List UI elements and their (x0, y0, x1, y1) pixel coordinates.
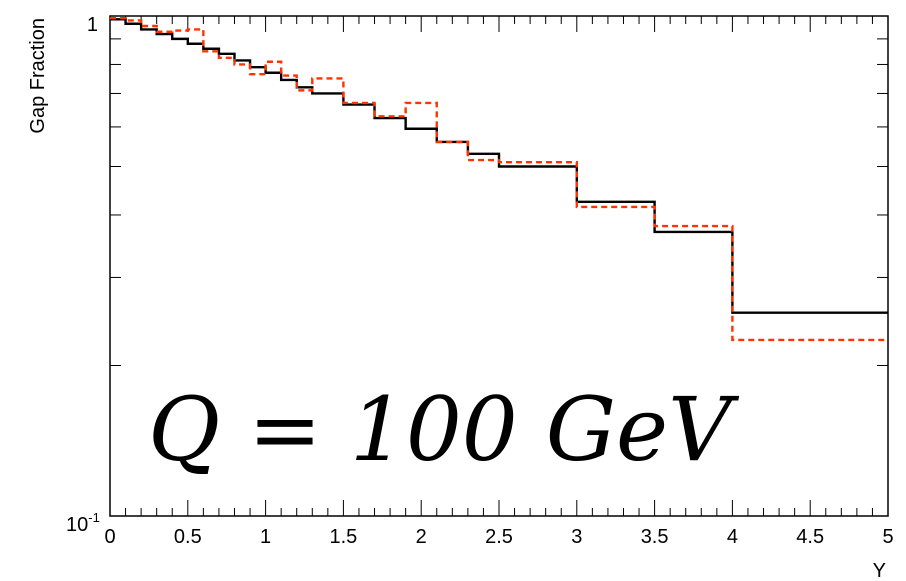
chart-annotation: Q = 100 GeV (148, 378, 740, 481)
x-tick-label: 0.5 (174, 526, 202, 548)
series-line-2 (110, 16, 888, 342)
y-axis-title: Gap Fraction (27, 18, 49, 134)
x-tick-label: 3 (571, 526, 582, 548)
x-tick-label: 1.5 (329, 526, 357, 548)
y-tick-label-bottom-base: 10 (66, 514, 88, 536)
x-tick-label: 4.5 (796, 526, 824, 548)
y-tick-label-bottom-exp: -1 (88, 510, 100, 525)
y-tick-label-top: 1 (87, 14, 98, 36)
x-tick-label: 3.5 (641, 526, 669, 548)
x-axis-title: Y (873, 560, 886, 581)
x-tick-label: 2.5 (485, 526, 513, 548)
x-tick-label: 5 (882, 526, 893, 548)
y-tick-label-bottom: 10-1 (66, 510, 100, 536)
x-tick-label: 0 (104, 526, 115, 548)
series-lines (110, 16, 888, 342)
x-tick-labels: 0 0.5 1 1.5 2 2.5 3 3.5 4 4.5 5 (104, 526, 893, 548)
ticks (109, 15, 889, 517)
x-tick-label: 1 (260, 526, 271, 548)
x-tick-label: 4 (727, 526, 738, 548)
series-line-1 (110, 18, 888, 314)
x-tick-label: 2 (416, 526, 427, 548)
